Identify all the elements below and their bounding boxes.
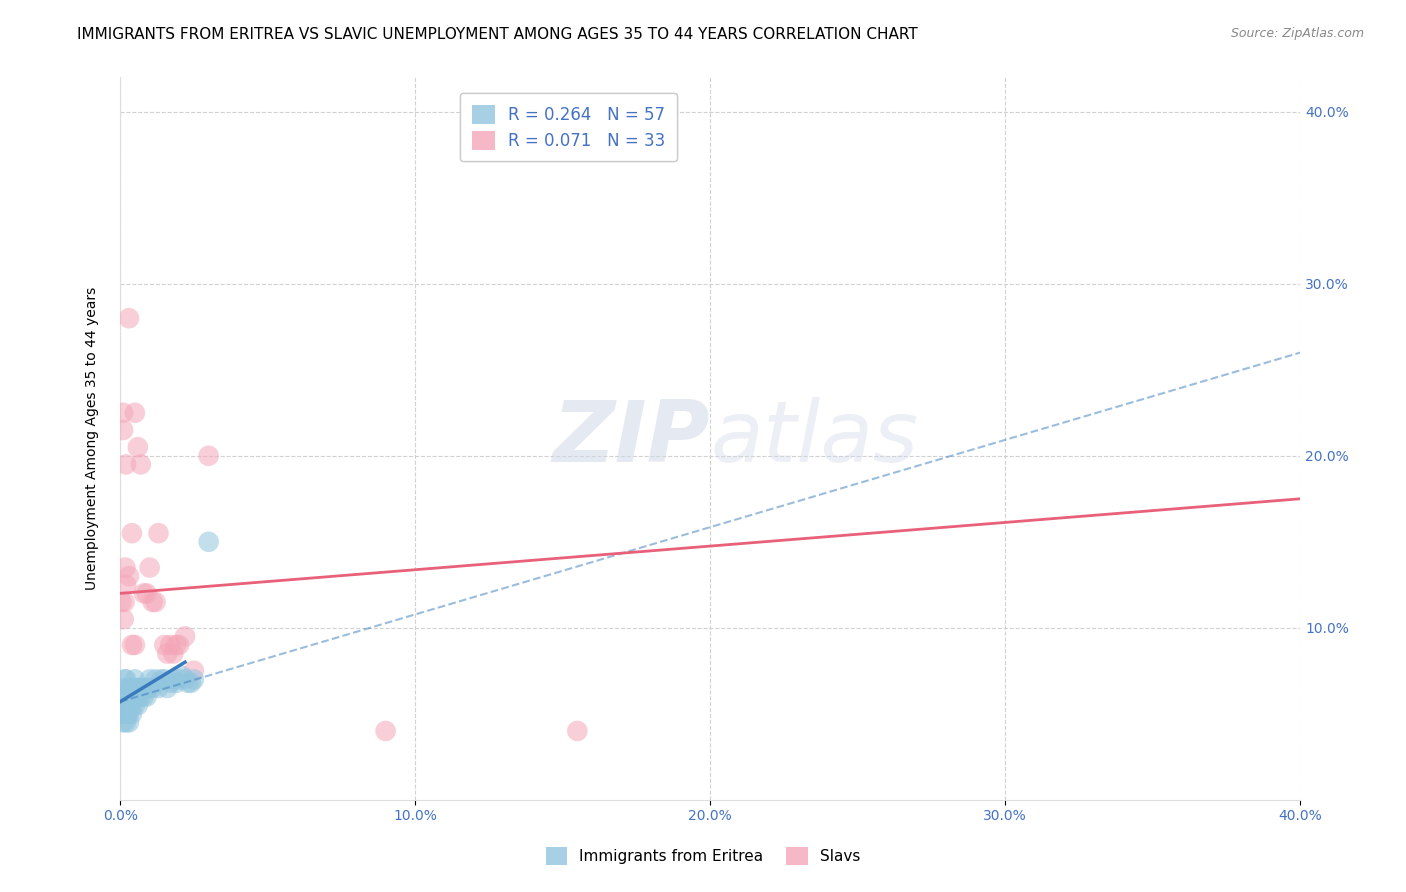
Point — [129, 458, 152, 472]
Point — [118, 311, 141, 326]
Legend: R = 0.264   N = 57, R = 0.071   N = 33: R = 0.264 N = 57, R = 0.071 N = 33 — [460, 93, 678, 161]
Point — [153, 638, 176, 652]
Point — [135, 690, 157, 704]
Point — [115, 578, 138, 592]
Point — [115, 673, 138, 687]
Point — [132, 586, 155, 600]
Point — [127, 690, 149, 704]
Point — [162, 673, 184, 687]
Point — [156, 647, 179, 661]
Point — [148, 526, 170, 541]
Point — [112, 715, 135, 730]
Point — [118, 698, 141, 713]
Point — [121, 698, 143, 713]
Point — [183, 673, 205, 687]
Point — [135, 586, 157, 600]
Point — [132, 681, 155, 695]
Legend: Immigrants from Eritrea, Slavs: Immigrants from Eritrea, Slavs — [536, 837, 870, 875]
Point — [127, 681, 149, 695]
Point — [112, 698, 135, 713]
Point — [159, 638, 181, 652]
Point — [114, 673, 136, 687]
Point — [121, 706, 143, 721]
Point — [159, 675, 181, 690]
Point — [112, 690, 135, 704]
Point — [114, 595, 136, 609]
Point — [124, 681, 146, 695]
Point — [117, 690, 139, 704]
Point — [148, 681, 170, 695]
Point — [129, 690, 152, 704]
Point — [110, 698, 132, 713]
Point — [174, 629, 197, 643]
Point — [145, 595, 167, 609]
Point — [174, 673, 197, 687]
Point — [118, 690, 141, 704]
Point — [111, 690, 134, 704]
Point — [112, 706, 135, 721]
Text: IMMIGRANTS FROM ERITREA VS SLAVIC UNEMPLOYMENT AMONG AGES 35 TO 44 YEARS CORRELA: IMMIGRANTS FROM ERITREA VS SLAVIC UNEMPL… — [77, 27, 918, 42]
Point — [197, 534, 219, 549]
Point — [124, 673, 146, 687]
Point — [118, 569, 141, 583]
Point — [183, 664, 205, 678]
Point — [167, 673, 190, 687]
Point — [114, 560, 136, 574]
Point — [162, 647, 184, 661]
Point — [114, 706, 136, 721]
Point — [177, 675, 200, 690]
Point — [135, 681, 157, 695]
Point — [142, 595, 165, 609]
Point — [121, 690, 143, 704]
Point — [138, 673, 160, 687]
Point — [129, 681, 152, 695]
Point — [118, 706, 141, 721]
Point — [145, 673, 167, 687]
Point — [118, 681, 141, 695]
Point — [180, 675, 202, 690]
Point — [118, 715, 141, 730]
Point — [120, 698, 142, 713]
Point — [138, 560, 160, 574]
Point — [112, 681, 135, 695]
Point — [153, 673, 176, 687]
Point — [165, 675, 187, 690]
Point — [567, 723, 589, 738]
Point — [124, 406, 146, 420]
Point — [112, 423, 135, 437]
Point — [115, 715, 138, 730]
Point — [142, 681, 165, 695]
Point — [132, 690, 155, 704]
Point — [156, 681, 179, 695]
Point — [138, 681, 160, 695]
Point — [150, 673, 173, 687]
Point — [115, 690, 138, 704]
Point — [110, 595, 132, 609]
Point — [172, 669, 194, 683]
Point — [124, 698, 146, 713]
Text: Source: ZipAtlas.com: Source: ZipAtlas.com — [1230, 27, 1364, 40]
Point — [112, 612, 135, 626]
Text: atlas: atlas — [710, 397, 918, 480]
Point — [167, 638, 190, 652]
Point — [121, 638, 143, 652]
Text: ZIP: ZIP — [553, 397, 710, 480]
Point — [127, 440, 149, 454]
Point — [197, 449, 219, 463]
Point — [122, 690, 145, 704]
Point — [115, 698, 138, 713]
Point — [117, 706, 139, 721]
Point — [165, 638, 187, 652]
Point — [121, 681, 143, 695]
Point — [127, 698, 149, 713]
Point — [124, 690, 146, 704]
Point — [374, 723, 396, 738]
Point — [112, 406, 135, 420]
Y-axis label: Unemployment Among Ages 35 to 44 years: Unemployment Among Ages 35 to 44 years — [86, 287, 100, 591]
Point — [121, 526, 143, 541]
Point — [115, 458, 138, 472]
Point — [124, 638, 146, 652]
